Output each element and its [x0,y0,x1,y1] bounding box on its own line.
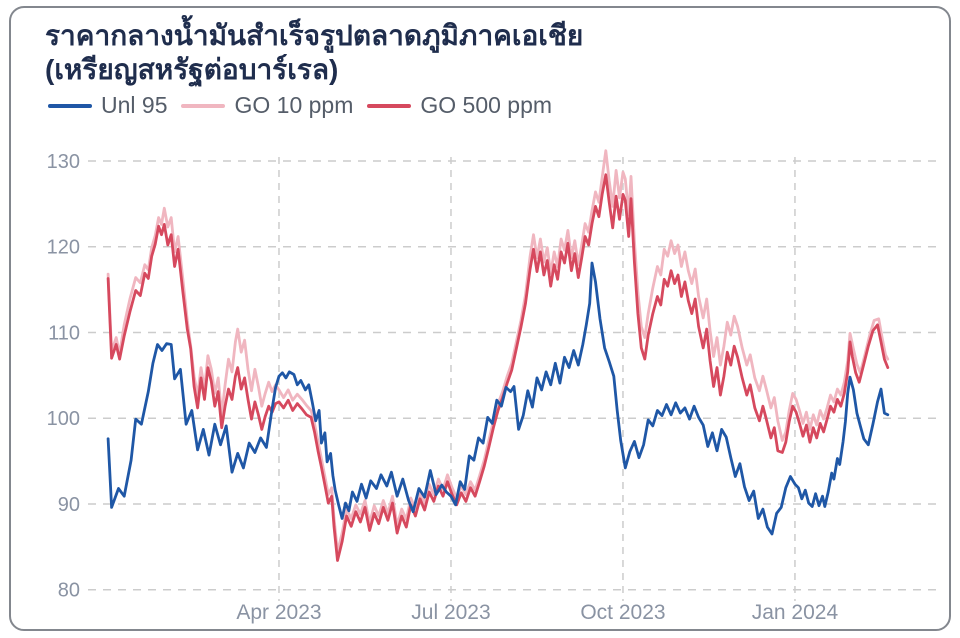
legend-item-unl95: Unl 95 [48,92,167,119]
x-axis-label: Oct 2023 [580,601,665,624]
x-axis-label: Jan 2024 [752,601,839,624]
y-axis-label-100: 100 [47,408,80,430]
legend-label-go10ppm: GO 10 ppm [234,92,354,118]
legend-label-unl95: Unl 95 [101,92,168,118]
legend-item-go10ppm: GO 10 ppm [181,92,353,119]
legend-item-go500ppm: GO 500 ppm [367,92,552,119]
x-axis-label: Jul 2023 [411,601,490,624]
chart-title-line1: ราคากลางน้ำมันสำเร็จรูปตลาดภูมิภาคเอเชีย [45,20,584,51]
chart-legend: Unl 95 GO 10 ppm GO 500 ppm [48,92,552,119]
series-line-go-500-ppm [106,173,890,562]
series-line-go-10-ppm [106,149,890,554]
series-line-unl-95 [106,261,890,536]
y-axis-label-120: 120 [47,237,80,259]
chart-card: ราคากลางน้ำมันสำเร็จรูปตลาดภูมิภาคเอเชีย… [9,6,951,631]
legend-line-swatch-unl95 [48,103,92,108]
legend-line-swatch-go10ppm [181,103,226,108]
y-axis-label-130: 130 [47,151,80,173]
chart-title-line2: (เหรียญสหรัฐต่อบาร์เรล) [45,54,339,85]
x-axis-label: Apr 2023 [236,601,321,624]
y-axis-label-80: 80 [58,580,80,602]
y-axis-label-110: 110 [48,322,80,344]
y-axis-label-90: 90 [58,494,80,516]
legend-label-go500ppm: GO 500 ppm [420,92,553,118]
legend-line-swatch-go500ppm [367,103,412,108]
line-chart-plot: 80 90 100 110 120 130 Apr 2023 Jul 2023 Oct 2023… [47,149,938,624]
